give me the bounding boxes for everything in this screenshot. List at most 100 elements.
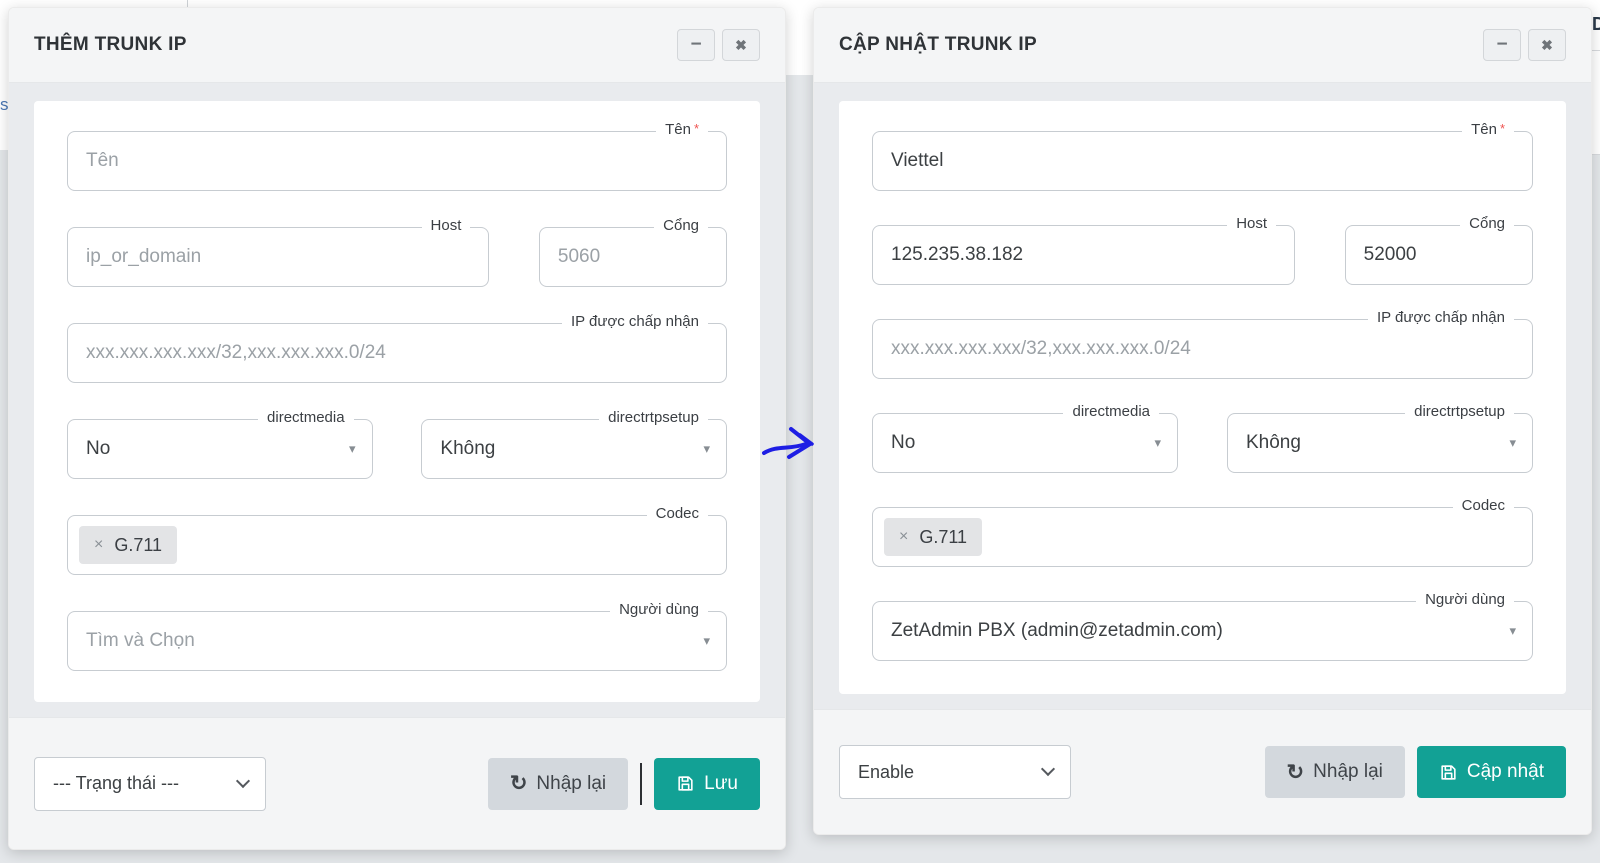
update-button[interactable]: Cập nhật: [1416, 746, 1566, 798]
chevron-down-icon: [1040, 761, 1056, 777]
dialog-title: THÊM TRUNK IP: [34, 34, 187, 55]
dialog-header: THÊM TRUNK IP − ✖: [9, 8, 785, 83]
background-table-border: [187, 0, 188, 7]
window-controls: − ✖: [677, 29, 760, 61]
reset-button[interactable]: ↻ Nhập lại: [1264, 746, 1405, 798]
directrtpsetup-label: directrtpsetup: [1405, 403, 1514, 420]
required-asterisk: *: [693, 121, 699, 136]
host-label: Host: [1227, 215, 1277, 232]
port-input[interactable]: [1345, 226, 1532, 284]
codec-tag-label: G.711: [919, 526, 968, 547]
name-field: Tên *: [872, 121, 1533, 191]
accepted-ip-field: IP được chấp nhận: [872, 309, 1533, 379]
refresh-icon: ↻: [509, 772, 528, 795]
divider: [1592, 50, 1600, 51]
window-controls: − ✖: [1483, 29, 1566, 61]
reset-button[interactable]: ↻ Nhập lại: [487, 757, 629, 810]
port-field: Cổng: [538, 217, 727, 287]
chevron-down-icon: [235, 773, 251, 788]
reset-button-label: Nhập lại: [1313, 761, 1383, 782]
host-input[interactable]: [873, 226, 1295, 284]
directmedia-field: directmedia No ▾: [67, 409, 373, 479]
minimize-icon: −: [690, 34, 702, 55]
save-button-label: Lưu: [704, 772, 738, 794]
remove-tag-icon[interactable]: ×: [899, 528, 909, 545]
background-right-strip: DI: [1592, 0, 1600, 155]
dialog-footer: Enable ↻ Nhập lại Cập nhật: [814, 709, 1591, 834]
codec-label: Codec: [1452, 497, 1514, 514]
clipped-background-text: số: [0, 95, 8, 114]
host-label: Host: [421, 217, 471, 234]
host-input[interactable]: [68, 228, 489, 286]
status-select[interactable]: --- Trạng thái ---: [34, 756, 266, 811]
directmedia-field: directmedia No ▾: [872, 403, 1179, 473]
remove-tag-icon[interactable]: ×: [94, 536, 104, 553]
port-label: Cổng: [654, 217, 708, 234]
form-panel: Tên* Host Cổng IP được chấp nhận: [839, 101, 1566, 694]
accepted-ip-label: IP được chấp nhận: [561, 313, 708, 330]
annotation-arrow-icon: [762, 427, 814, 459]
dialog-body: Tên* Host Cổng IP được chấp nhận: [9, 83, 785, 717]
user-field: Người dùng ZetAdmin PBX (admin@zetadmin.…: [872, 591, 1533, 661]
directmedia-label: directmedia: [258, 409, 354, 426]
dialog-header: CẬP NHẬT TRUNK IP − ✖: [814, 8, 1591, 83]
accepted-ip-label: IP được chấp nhận: [1367, 309, 1514, 326]
port-label: Cổng: [1460, 215, 1514, 232]
directrtpsetup-label: directrtpsetup: [599, 409, 708, 426]
host-field: Host: [872, 215, 1296, 285]
codec-tag: × G.711: [884, 518, 983, 556]
user-field: Người dùng Tìm và Chọn ▾: [67, 601, 727, 671]
form-panel: Tên* Host Cổng IP được chấp nhận: [34, 101, 760, 702]
floppy-disk-icon: [1441, 764, 1456, 780]
port-input[interactable]: [539, 228, 726, 286]
directmedia-select[interactable]: No: [86, 438, 111, 459]
minimize-icon: −: [1496, 34, 1508, 55]
user-select[interactable]: Tìm và Chọn: [86, 630, 195, 651]
directrtpsetup-field: directrtpsetup Không ▾: [421, 409, 727, 479]
accepted-ip-input[interactable]: [68, 324, 726, 382]
codec-tag-label: G.711: [114, 534, 163, 555]
required-asterisk: *: [1499, 121, 1505, 136]
name-label: Tên: [665, 121, 691, 138]
text-cursor-divider: [640, 762, 643, 805]
refresh-icon: ↻: [1286, 760, 1305, 784]
update-button-label: Cập nhật: [1466, 761, 1544, 782]
close-button[interactable]: ✖: [722, 29, 760, 61]
save-button[interactable]: Lưu: [654, 757, 760, 810]
name-input[interactable]: [68, 132, 726, 190]
directmedia-select[interactable]: No: [891, 432, 916, 453]
user-select[interactable]: ZetAdmin PBX (admin@zetadmin.com): [891, 620, 1223, 641]
name-field: Tên *: [67, 121, 727, 191]
codec-label: Codec: [646, 505, 708, 522]
reset-button-label: Nhập lại: [536, 772, 607, 794]
update-trunk-ip-dialog: CẬP NHẬT TRUNK IP − ✖ Tên* Host Cổng: [813, 7, 1592, 835]
status-select-value: --- Trạng thái ---: [53, 773, 180, 793]
directrtpsetup-select[interactable]: Không: [1245, 432, 1301, 453]
close-icon: ✖: [735, 36, 747, 53]
directrtpsetup-field: directrtpsetup Không ▾: [1226, 403, 1533, 473]
minimize-button[interactable]: −: [1483, 29, 1521, 61]
directmedia-label: directmedia: [1063, 403, 1160, 420]
name-input[interactable]: [873, 132, 1532, 190]
status-select[interactable]: Enable: [839, 745, 1071, 799]
close-icon: ✖: [1541, 36, 1553, 53]
background-left-strip: số: [0, 0, 8, 150]
minimize-button[interactable]: −: [677, 29, 715, 61]
codec-field[interactable]: Codec × G.711: [872, 497, 1533, 567]
dialog-body: Tên* Host Cổng IP được chấp nhận: [814, 83, 1591, 709]
dialog-footer: --- Trạng thái --- ↻ Nhập lại Lưu: [9, 717, 785, 849]
close-button[interactable]: ✖: [1528, 29, 1566, 61]
directrtpsetup-select[interactable]: Không: [440, 438, 496, 459]
status-select-value: Enable: [858, 761, 915, 782]
floppy-disk-icon: [678, 776, 693, 791]
codec-tag: × G.711: [79, 526, 178, 564]
add-trunk-ip-dialog: THÊM TRUNK IP − ✖ Tên* Host Cổng: [8, 7, 786, 850]
dialog-title: CẬP NHẬT TRUNK IP: [839, 34, 1037, 55]
clipped-background-text: DI: [1592, 14, 1600, 35]
user-label: Người dùng: [1416, 591, 1514, 608]
codec-field[interactable]: Codec × G.711: [67, 505, 727, 575]
accepted-ip-input[interactable]: [873, 320, 1532, 378]
user-label: Người dùng: [610, 601, 708, 618]
host-field: Host: [67, 217, 490, 287]
port-field: Cổng: [1344, 215, 1533, 285]
